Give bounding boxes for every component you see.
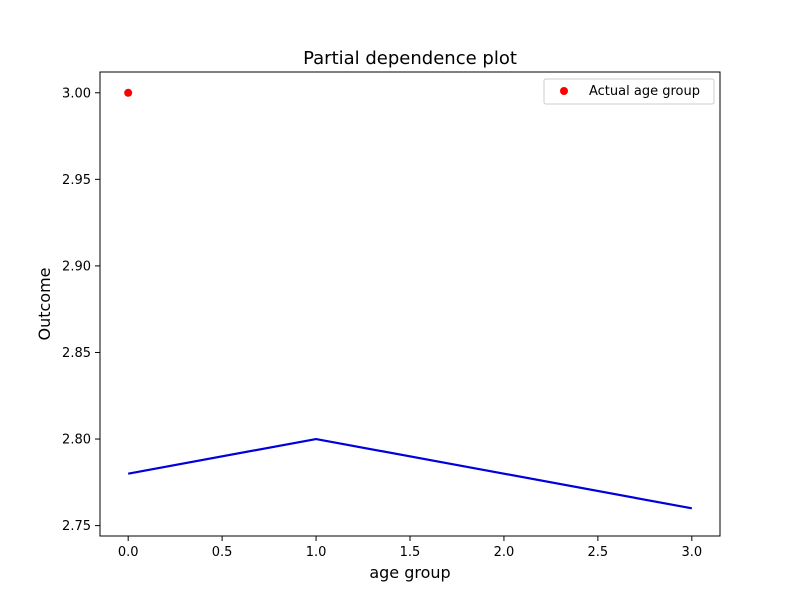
y-tick-label: 2.90 (62, 259, 91, 274)
y-tick-label: 2.95 (62, 173, 91, 188)
pdp-line (127, 437, 693, 510)
y-axis-label: Outcome (35, 267, 54, 340)
x-tick-label: 3.0 (681, 545, 702, 560)
x-tick-label: 1.5 (400, 545, 421, 560)
legend-box (543, 78, 715, 105)
x-tick-label: 0.0 (118, 545, 139, 560)
x-tick-label: 2.5 (588, 545, 609, 560)
y-tick-label: 3.00 (62, 86, 91, 101)
actual-age-group-point (124, 88, 133, 97)
x-tick-label: 1.0 (306, 545, 327, 560)
legend-marker-actual-age-group (560, 87, 568, 95)
y-tick-label: 2.85 (62, 346, 91, 361)
y-tick-label: 2.80 (62, 433, 91, 448)
x-tick-label: 0.5 (212, 545, 233, 560)
x-tick-label: 2.0 (494, 545, 515, 560)
y-axis: 2.75 2.80 2.85 2.90 2.95 3.00 (62, 86, 100, 534)
x-axis: 0.0 0.5 1.0 1.5 2.0 2.5 3.0 (118, 536, 702, 560)
legend: Actual age group (543, 78, 715, 105)
x-axis-label: age group (369, 563, 450, 582)
plot-frame (99, 71, 721, 537)
chart-title: Partial dependence plot (303, 48, 517, 69)
y-tick-label: 2.75 (62, 519, 91, 534)
plot-area (124, 88, 693, 510)
legend-label-actual-age-group: Actual age group (589, 84, 700, 99)
